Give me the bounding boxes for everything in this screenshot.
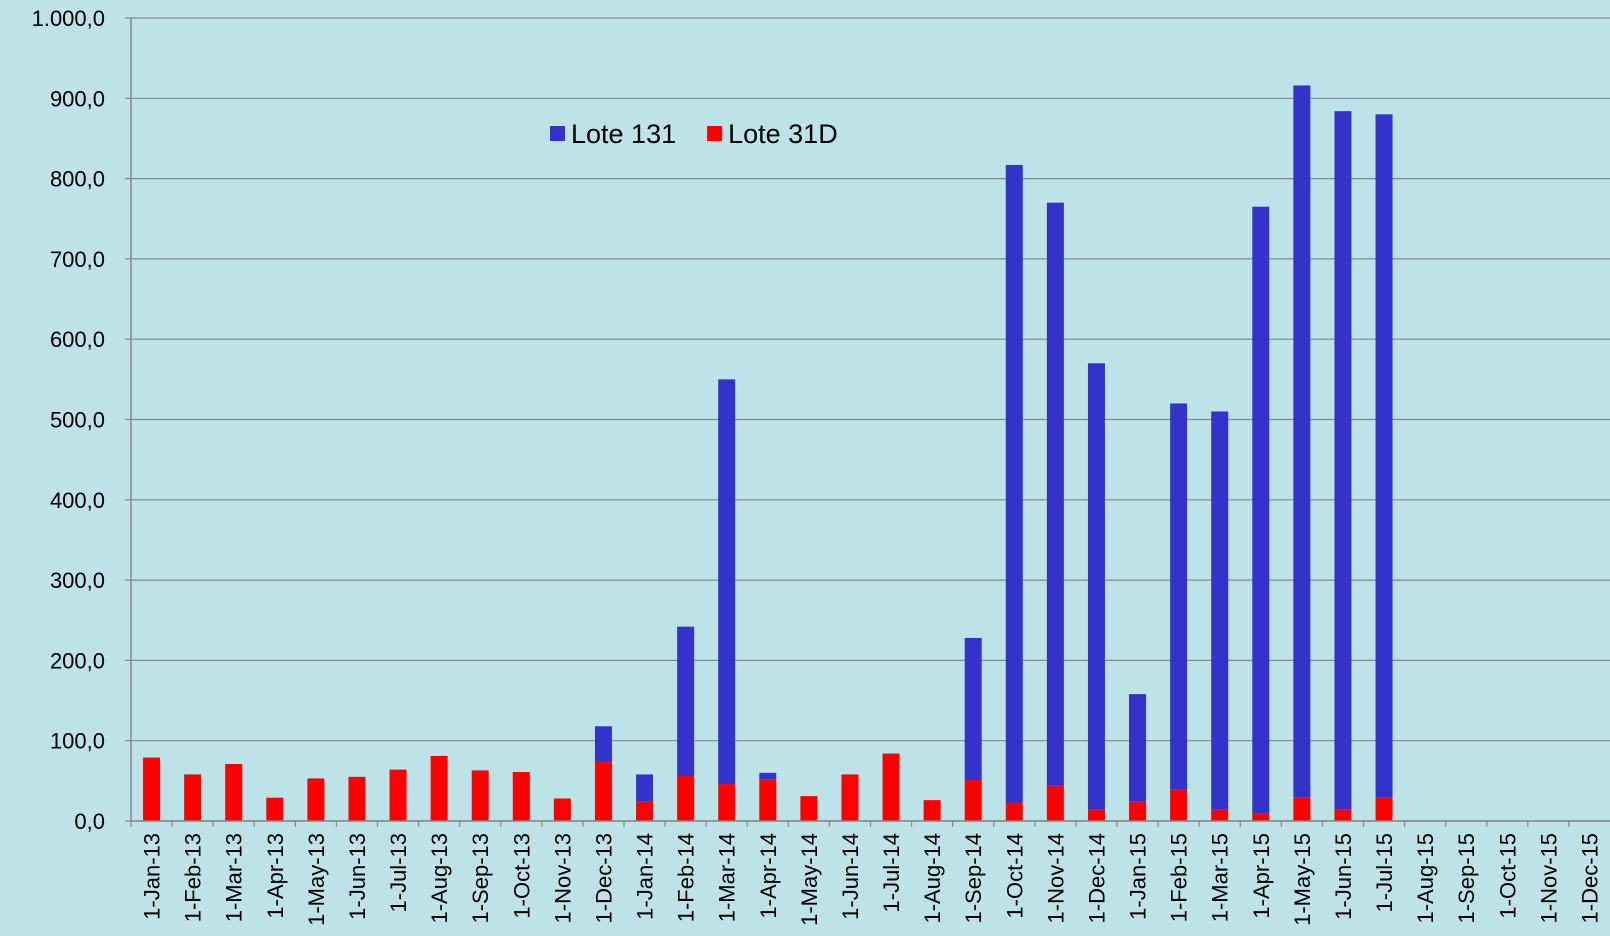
bar — [965, 780, 982, 821]
y-tick-label: 0,0 — [74, 809, 105, 834]
x-tick-label: 1-Aug-15 — [1413, 833, 1438, 924]
x-tick-label: 1-Jun-13 — [345, 833, 370, 920]
bar — [1376, 114, 1393, 797]
x-tick-label: 1-Dec-14 — [1084, 833, 1109, 923]
y-tick-label: 200,0 — [50, 648, 105, 673]
bar — [677, 776, 694, 821]
legend-label: Lote 131 — [571, 119, 676, 149]
bar — [718, 784, 735, 821]
bar — [1334, 810, 1351, 821]
x-tick-label: 1-Jan-15 — [1126, 833, 1151, 920]
bar — [1088, 810, 1105, 821]
bar — [1170, 790, 1187, 821]
bar — [1293, 85, 1310, 797]
x-tick-label: 1-May-14 — [797, 833, 822, 926]
x-tick-label: 1-May-15 — [1290, 833, 1315, 926]
x-tick-label: 1-Jul-13 — [386, 833, 411, 912]
x-tick-label: 1-Apr-14 — [756, 833, 781, 919]
x-tick-label: 1-Aug-13 — [427, 833, 452, 924]
x-tick-label: 1-Aug-14 — [920, 833, 945, 924]
bar — [1211, 411, 1228, 809]
bar — [718, 379, 735, 784]
y-tick-label: 600,0 — [50, 327, 105, 352]
bar — [595, 762, 612, 821]
y-tick-label: 800,0 — [50, 167, 105, 192]
bar — [184, 774, 201, 821]
bar — [554, 799, 571, 821]
bar — [1211, 810, 1228, 821]
bar — [1334, 111, 1351, 810]
x-tick-label: 1-Jan-14 — [633, 833, 658, 920]
bar — [841, 774, 858, 821]
bar — [1047, 786, 1064, 821]
x-tick-label: 1-Oct-15 — [1495, 833, 1520, 919]
x-tick-label: 1-Nov-13 — [550, 833, 575, 923]
bar — [965, 638, 982, 780]
bar — [1047, 203, 1064, 786]
x-tick-label: 1-Mar-14 — [715, 833, 740, 922]
bar — [431, 756, 448, 821]
bar — [800, 796, 817, 821]
bar — [1129, 802, 1146, 821]
bar — [1252, 814, 1269, 821]
x-tick-label: 1-Mar-15 — [1208, 833, 1233, 922]
legend-swatch — [707, 126, 722, 141]
legend-swatch — [550, 126, 565, 141]
bar — [307, 778, 324, 821]
x-tick-label: 1-Feb-14 — [674, 833, 699, 922]
bar — [1088, 363, 1105, 809]
x-tick-label: 1-Dec-13 — [591, 833, 616, 923]
bar — [595, 726, 612, 761]
bar — [1129, 694, 1146, 802]
x-tick-label: 1-Nov-14 — [1043, 833, 1068, 923]
x-tick-label: 1-Feb-15 — [1167, 833, 1192, 922]
x-tick-label: 1-May-13 — [304, 833, 329, 926]
y-tick-label: 100,0 — [50, 729, 105, 754]
bar — [225, 764, 242, 821]
x-tick-label: 1-Sep-15 — [1454, 833, 1479, 924]
bar — [924, 800, 941, 821]
x-tick-label: 1-Sep-13 — [468, 833, 493, 924]
bar — [759, 779, 776, 821]
y-tick-label: 700,0 — [50, 247, 105, 272]
y-tick-label: 900,0 — [50, 86, 105, 111]
bar — [1006, 165, 1023, 803]
bar — [1252, 207, 1269, 814]
bar — [1170, 403, 1187, 789]
bar — [348, 777, 365, 821]
bar — [1293, 798, 1310, 821]
x-tick-label: 1-Apr-13 — [263, 833, 288, 919]
bar — [472, 770, 489, 821]
x-tick-label: 1-Oct-14 — [1002, 833, 1027, 919]
bar — [883, 754, 900, 821]
bar — [1006, 803, 1023, 821]
bar — [390, 770, 407, 821]
y-tick-label: 300,0 — [50, 568, 105, 593]
x-tick-label: 1-Dec-15 — [1577, 833, 1602, 923]
x-tick-label: 1-Jul-14 — [879, 833, 904, 912]
x-tick-label: 1-Oct-13 — [509, 833, 534, 919]
bar — [266, 798, 283, 821]
x-tick-label: 1-Jul-15 — [1372, 833, 1397, 912]
x-tick-label: 1-Mar-13 — [222, 833, 247, 922]
x-tick-label: 1-Nov-15 — [1536, 833, 1561, 923]
x-tick-label: 1-Sep-14 — [961, 833, 986, 924]
x-tick-label: 1-Apr-15 — [1249, 833, 1274, 919]
bar — [143, 758, 160, 821]
chart: 0,0 100,0 200,0 300,0 400,0 500,0 600,0 700,0 80… — [0, 0, 1610, 936]
bar — [636, 774, 653, 801]
y-tick-label: 400,0 — [50, 488, 105, 513]
bar — [1376, 798, 1393, 821]
x-tick-label: 1-Feb-13 — [181, 833, 206, 922]
bar — [759, 773, 776, 779]
legend-label: Lote 31D — [728, 119, 838, 149]
x-tick-label: 1-Jan-13 — [140, 833, 165, 920]
x-tick-label: 1-Jun-14 — [838, 833, 863, 920]
bar — [636, 802, 653, 821]
x-tick-label: 1-Jun-15 — [1331, 833, 1356, 920]
bar — [513, 772, 530, 821]
y-tick-label: 1.000,0 — [32, 6, 105, 31]
bar — [677, 627, 694, 776]
y-tick-label: 500,0 — [50, 408, 105, 433]
